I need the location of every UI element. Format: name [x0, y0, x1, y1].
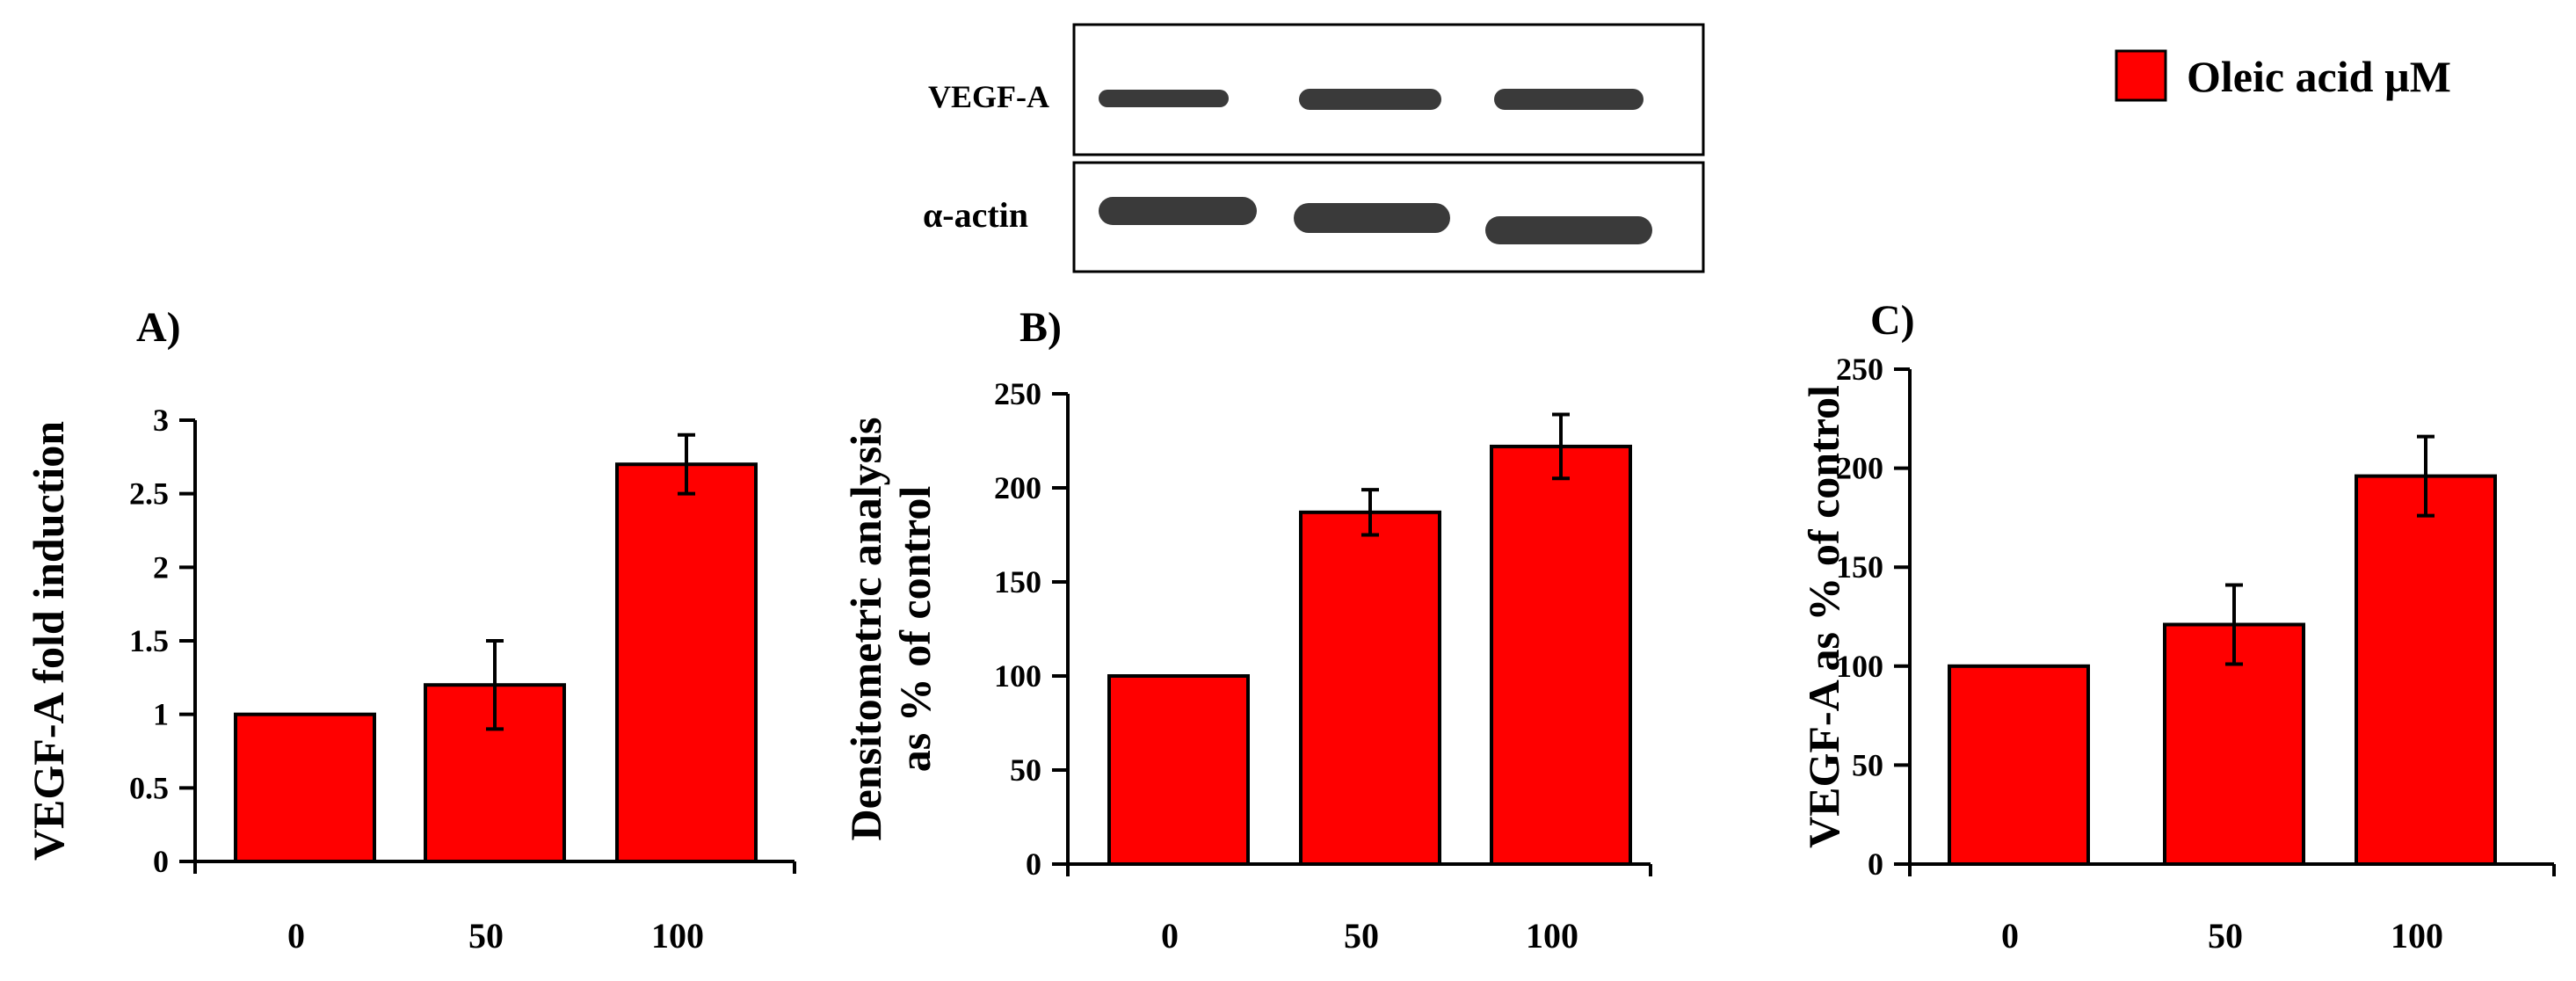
bar-0: [1107, 674, 1250, 866]
y-tick-label: 150: [994, 564, 1041, 600]
y-tick-label: 250: [994, 376, 1041, 411]
band-actin-1: [1294, 203, 1450, 233]
bar-0: [234, 712, 376, 864]
bar-0: [1948, 664, 2090, 866]
legend-label: Oleic acid µM: [2187, 52, 2451, 101]
blot-label-vegf: VEGF-A: [928, 79, 1049, 114]
chart-panel-a: A) 0 0.5 1 1.5 2 2.5 3 0 50 100 VEGF-A fold inducti…: [24, 304, 796, 956]
western-blot: VEGF-A α-actin: [923, 23, 1705, 273]
error-bar-50: [486, 639, 504, 731]
x-tick-label: 0: [1161, 916, 1179, 956]
x-tick-label: 100: [651, 916, 704, 956]
y-tick-label: 0.5: [129, 770, 169, 805]
band-vegf-0: [1099, 90, 1229, 107]
band-vegf-2: [1494, 89, 1644, 110]
y-tick-label: 150: [1836, 549, 1883, 585]
chart-panel-b: B) 0 50 100 150 200 250 0 50 100 Densitometric ana…: [841, 304, 1652, 956]
y-tick-label: 0: [1026, 847, 1041, 882]
panel-label: B): [1020, 304, 1062, 351]
blot-label-actin: α-actin: [923, 195, 1028, 235]
y-axis-label: Densitometric analysis: [841, 418, 890, 841]
y-tick-label: 1.5: [129, 623, 169, 658]
y-tick-label: 0: [153, 844, 169, 879]
y-tick-label: 100: [1836, 649, 1883, 684]
y-tick-label: 100: [994, 658, 1041, 694]
y-axis-label: VEGF-A as % of control: [1799, 385, 1848, 848]
y-tick-label: 0: [1868, 847, 1883, 882]
y-axis-label: as % of control: [890, 486, 940, 773]
y-tick-label: 250: [1836, 352, 1883, 387]
bar-50: [1299, 510, 1441, 866]
error-bar-50: [2225, 583, 2243, 666]
error-bar-100: [678, 432, 695, 496]
y-tick-label: 2.5: [129, 476, 169, 512]
y-tick-label: 50: [1852, 747, 1883, 782]
x-tick-label: 0: [2001, 916, 2019, 956]
x-tick-label: 0: [287, 916, 305, 956]
panel-label: C): [1870, 297, 1915, 344]
x-tick-label: 100: [2391, 916, 2443, 956]
bar-100: [1490, 444, 1632, 866]
band-vegf-1: [1299, 89, 1441, 110]
x-tick-label: 50: [2208, 916, 2243, 956]
panel-label: A): [136, 304, 181, 351]
bar-100: [615, 462, 758, 863]
legend: Oleic acid µM: [2115, 49, 2451, 102]
y-tick-label: 3: [153, 403, 169, 438]
error-bar-100: [2417, 434, 2435, 518]
legend-swatch: [2115, 49, 2167, 102]
error-bar-100: [1552, 412, 1570, 481]
band-actin-0: [1099, 197, 1257, 225]
y-tick-label: 50: [1010, 752, 1041, 788]
x-tick-label: 50: [1344, 916, 1379, 956]
y-tick-label: 200: [1836, 451, 1883, 486]
y-tick-label: 2: [153, 549, 169, 585]
error-bar-50: [1361, 488, 1379, 537]
y-axis-label: VEGF-A fold induction: [24, 421, 73, 861]
x-tick-label: 100: [1526, 916, 1578, 956]
x-tick-label: 50: [468, 916, 504, 956]
band-actin-2: [1485, 216, 1652, 244]
y-tick-label: 1: [153, 697, 169, 732]
bar-100: [2355, 474, 2497, 866]
y-tick-label: 200: [994, 470, 1041, 505]
